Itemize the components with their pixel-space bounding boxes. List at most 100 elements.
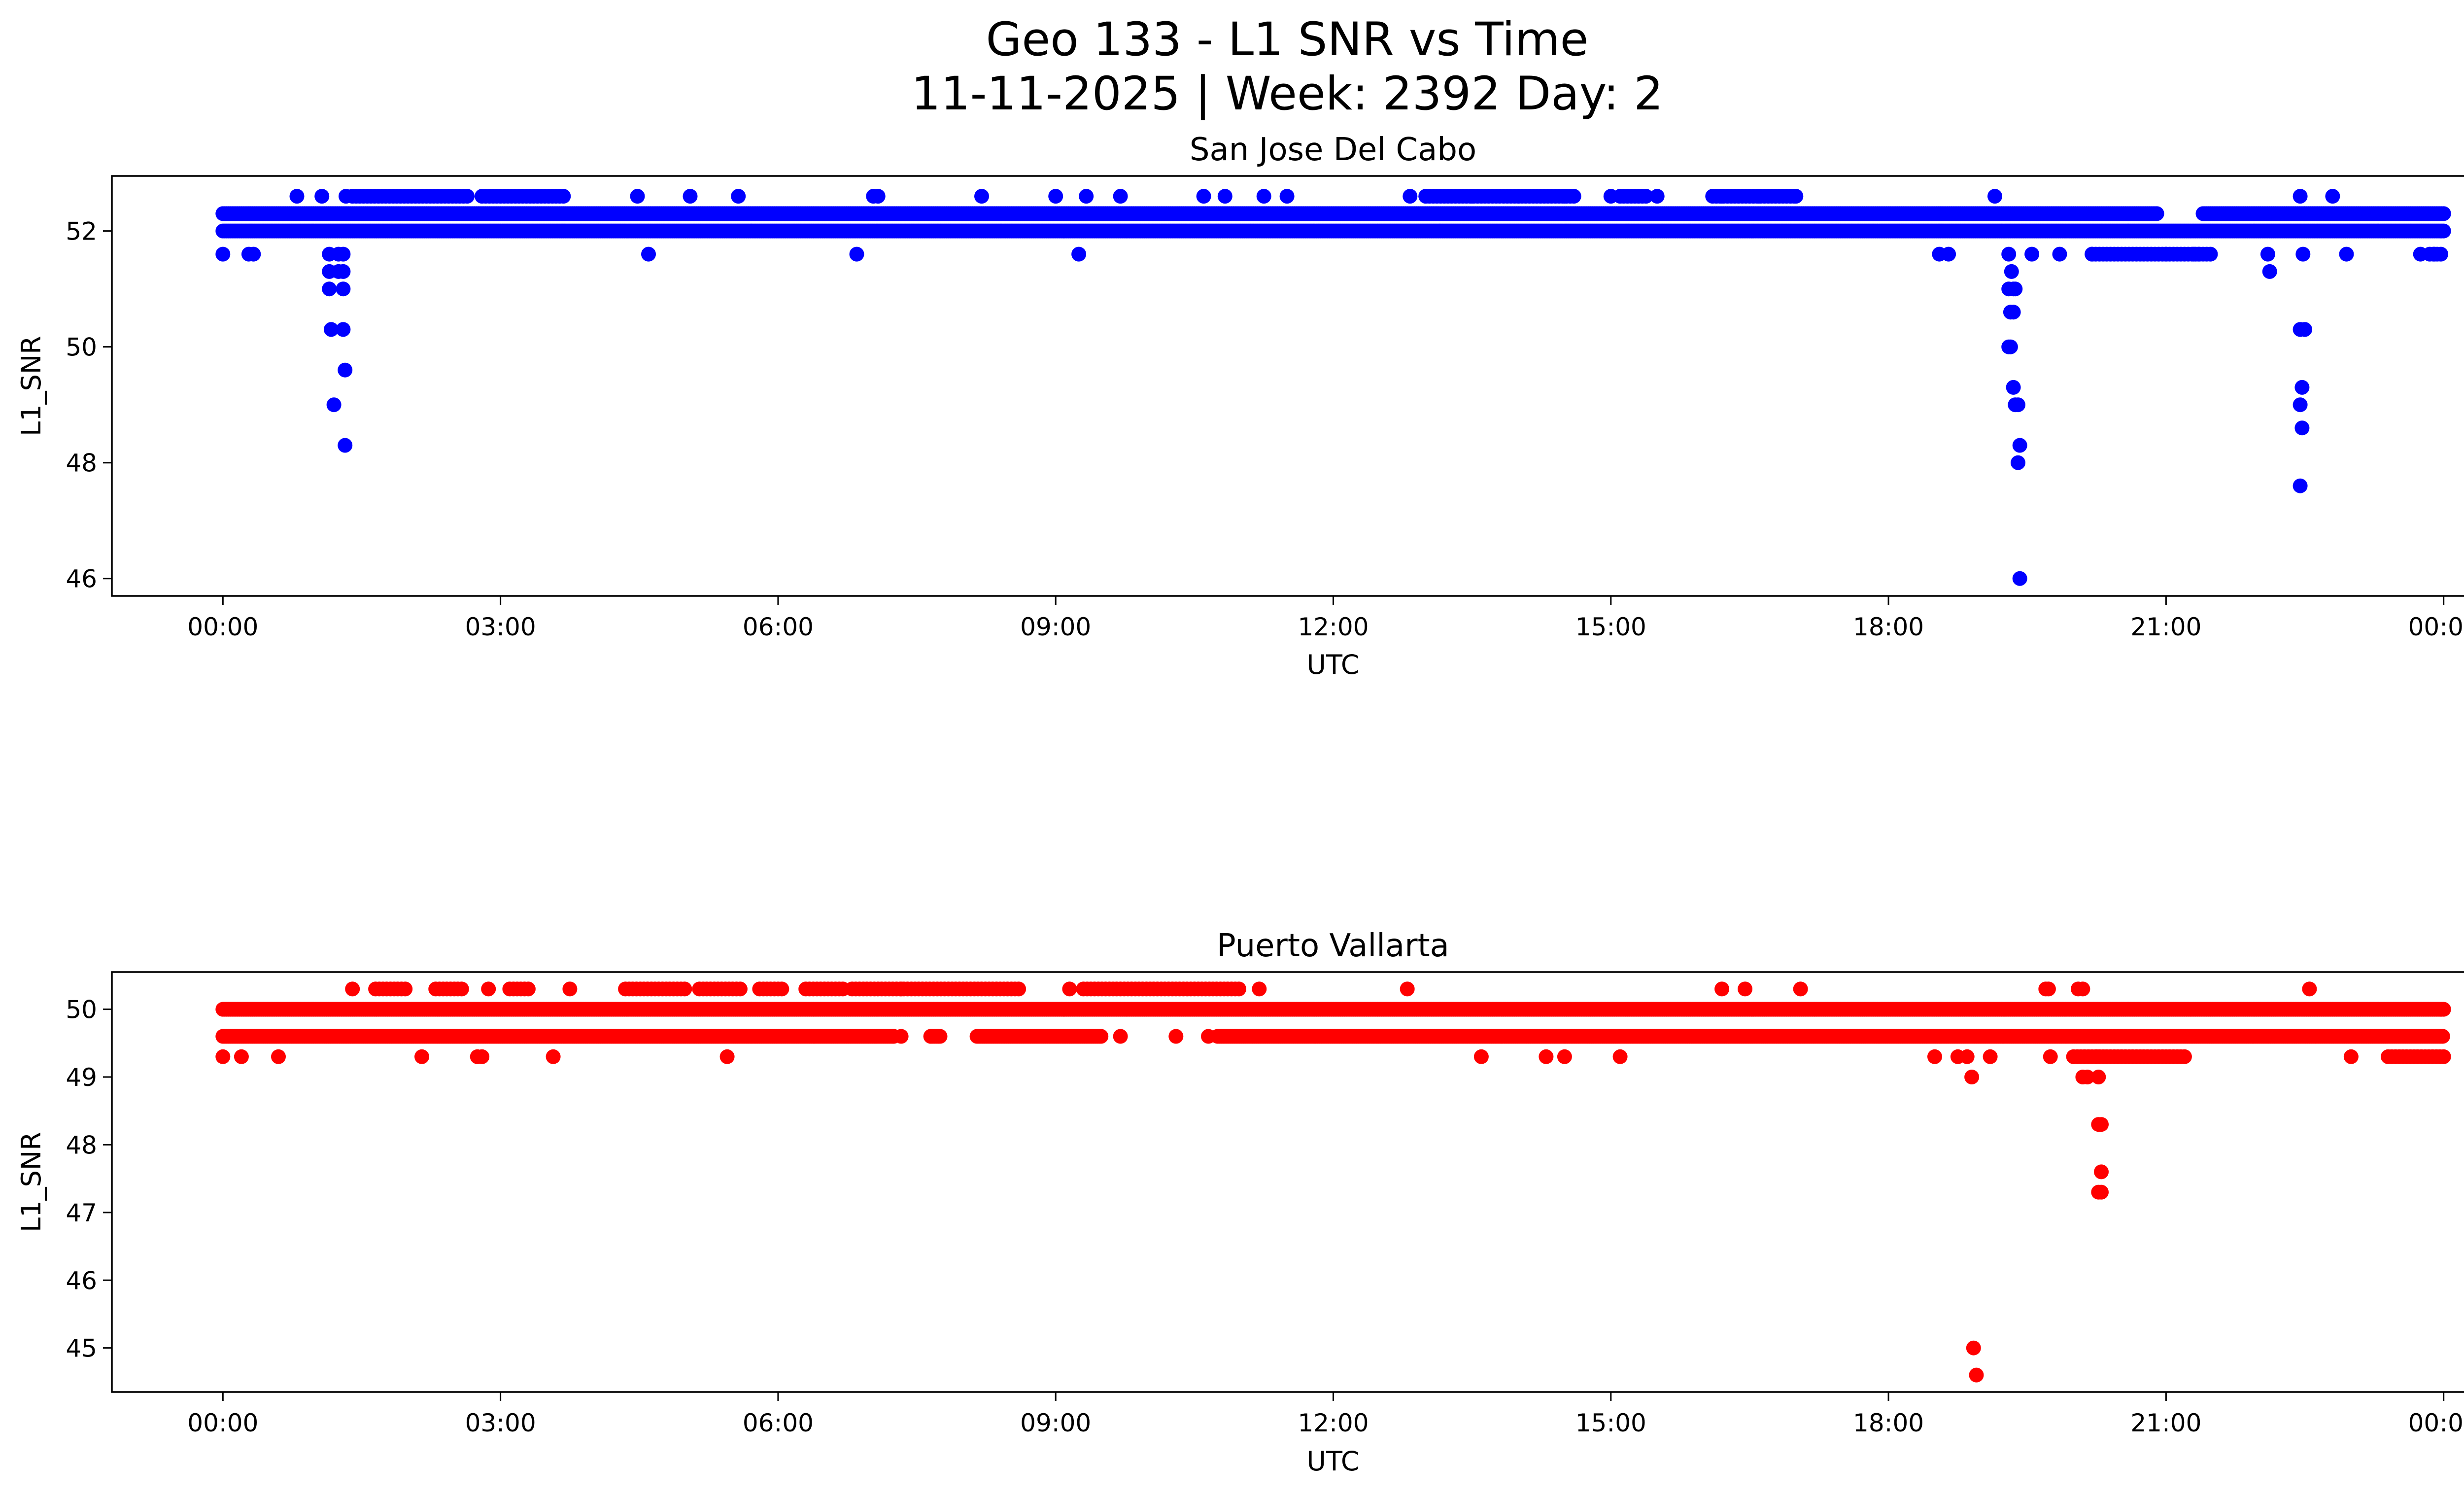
- chart-title: San Jose Del Cabo: [1190, 132, 1476, 168]
- data-point: [336, 281, 351, 297]
- data-point: [2293, 322, 2308, 337]
- y-tick-label: 46: [66, 565, 97, 593]
- data-point: [1649, 189, 1665, 204]
- data-point: [1511, 189, 1526, 204]
- data-point: [2413, 246, 2428, 262]
- y-tick-label: 52: [66, 217, 97, 246]
- y-tick-label: 48: [66, 449, 97, 478]
- data-point: [2006, 305, 2021, 320]
- data-point: [339, 189, 353, 204]
- data-point: [1987, 189, 2002, 204]
- data-point: [2294, 420, 2310, 436]
- data-point: [336, 322, 351, 337]
- data-point: [641, 246, 656, 262]
- data-point: [2011, 455, 2025, 470]
- data-point: [1418, 189, 1434, 204]
- data-point: [1465, 189, 1480, 204]
- data-point: [2024, 246, 2040, 262]
- data-point: [2339, 246, 2354, 262]
- chart-puerto-vallarta: Puerto Vallarta 00:00 03:00 06:00 09:00 12:0…: [16, 928, 2464, 1477]
- data-point: [1603, 189, 1618, 204]
- band-point: [2435, 1029, 2450, 1044]
- data-point: [731, 189, 746, 204]
- data-point: [314, 189, 330, 204]
- data-point: [2427, 246, 2442, 262]
- run-point: [398, 981, 413, 997]
- figure-title-line2: 11-11-2025 | Week: 2392 Day: 2: [911, 67, 1663, 121]
- band-point: [2436, 223, 2451, 239]
- data-point: [2006, 380, 2021, 395]
- x-tick-label: 15:00: [1575, 613, 1646, 641]
- x-tick-label: 21:00: [2130, 613, 2201, 641]
- run-point: [1639, 189, 1654, 204]
- data-point: [1714, 189, 1730, 204]
- data-point: [2003, 339, 2018, 354]
- data-point: [2004, 264, 2019, 279]
- data-point: [338, 362, 353, 378]
- x-tick-label: 06:00: [743, 613, 814, 641]
- data-point: [1071, 246, 1087, 262]
- run-point: [454, 981, 469, 997]
- band-point: [2149, 206, 2164, 221]
- data-point: [246, 246, 261, 262]
- data-point: [2158, 246, 2174, 262]
- data-point: [870, 189, 886, 204]
- figure-title-line1: Geo 133 - L1 SNR vs Time: [986, 13, 1589, 67]
- run-point: [556, 189, 571, 204]
- plot-frame: [111, 175, 2464, 597]
- data-point: [326, 397, 342, 413]
- x-tick-label: 00:00: [2408, 613, 2464, 641]
- data-point: [324, 322, 339, 337]
- band-point: [2436, 1002, 2451, 1017]
- data-point: [2294, 380, 2310, 395]
- x-axis-label: UTC: [1306, 649, 1359, 680]
- data-point: [2295, 246, 2311, 262]
- data-point: [2297, 206, 2312, 221]
- data-point: [1751, 189, 1767, 204]
- data-point: [2085, 246, 2100, 262]
- data-point: [2052, 246, 2067, 262]
- x-tick-label: 03:00: [465, 613, 536, 641]
- data-point: [2011, 397, 2025, 413]
- x-tick-label: 12:00: [1298, 613, 1369, 641]
- data-point: [974, 189, 989, 204]
- data-point: [2293, 189, 2308, 204]
- data-point: [1217, 189, 1232, 204]
- data-point: [2325, 189, 2340, 204]
- x-tick-label: 18:00: [1853, 613, 1924, 641]
- data-point: [1256, 189, 1271, 204]
- data-point: [1196, 189, 1211, 204]
- chart-title: Puerto Vallarta: [1217, 928, 1449, 964]
- data-point: [630, 189, 645, 204]
- data-point: [1279, 189, 1295, 204]
- axes: 00:00 03:00 06:00 09:00 12:00 15:00 18:00 21:00…: [66, 217, 2464, 641]
- data-point: [2012, 571, 2027, 586]
- chart-san-jose-del-cabo: San Jose Del Cabo 00:00 03:00 06:00 09:00 12…: [16, 132, 2464, 680]
- run-point: [520, 981, 536, 997]
- data-point: [2293, 478, 2308, 493]
- data-point: [1941, 246, 1956, 262]
- data-point: [1113, 189, 1128, 204]
- data-point: [322, 281, 337, 297]
- data-point: [1048, 189, 1063, 204]
- data-points: [215, 981, 2451, 1383]
- data-point: [2001, 246, 2017, 262]
- run-point: [460, 189, 475, 204]
- data-point: [215, 246, 231, 262]
- x-tick-label: 09:00: [1020, 613, 1091, 641]
- data-point: [338, 438, 353, 453]
- data-point: [2191, 246, 2206, 262]
- band-point: [2436, 206, 2451, 221]
- data-point: [1788, 189, 1804, 204]
- data-point: [289, 189, 305, 204]
- data-point: [2012, 438, 2027, 453]
- data-points: [215, 189, 2451, 586]
- data-point: [683, 189, 698, 204]
- data-point: [1079, 189, 1094, 204]
- data-point: [1557, 189, 1572, 204]
- data-point: [2293, 397, 2308, 413]
- x-tick-label: 00:00: [187, 613, 258, 641]
- data-point: [2260, 246, 2275, 262]
- data-point: [1403, 189, 1418, 204]
